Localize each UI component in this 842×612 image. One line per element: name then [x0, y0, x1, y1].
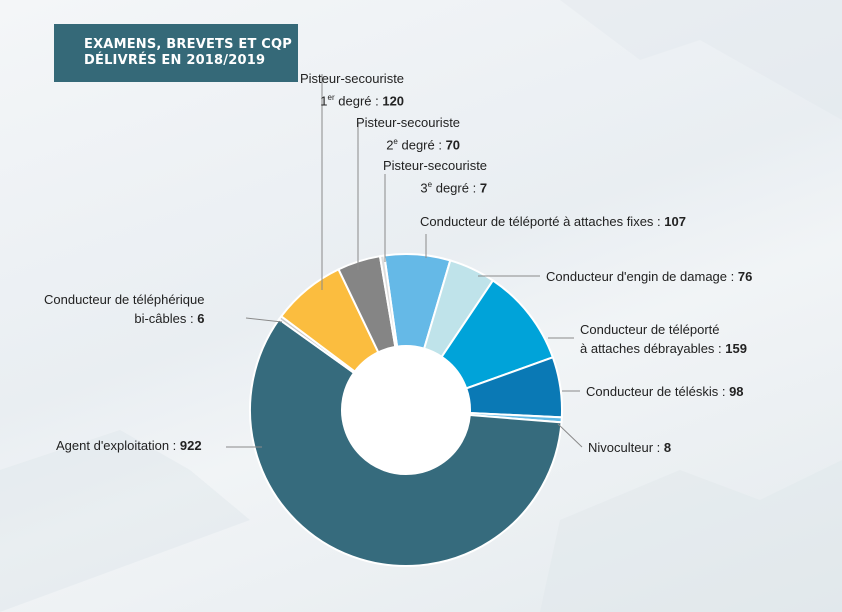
value-damage: 76	[737, 269, 753, 284]
donut-hole	[342, 346, 470, 474]
value-bicable: 6	[197, 311, 205, 326]
value-agent: 922	[179, 438, 202, 453]
label-damage: Conducteur d'engin de damage : 76	[546, 269, 753, 284]
title-line-1: EXAMENS, BREVETS ET CQP	[84, 37, 292, 52]
leader-nivo	[557, 423, 583, 448]
value-ps2: 70	[445, 137, 461, 153]
label-ps2: Pisteur-secouriste 2e degré : 70	[356, 115, 461, 153]
label-teleskis: Conducteur de téléskis : 98	[586, 384, 744, 399]
title-line-2: DÉLIVRÉS EN 2018/2019	[84, 53, 266, 68]
value-teleskis: 98	[729, 384, 744, 399]
label-bicable: Conducteur de téléphérique bi-câbles : 6	[44, 292, 205, 326]
value-debray: 159	[725, 341, 747, 356]
value-ps1: 120	[382, 93, 405, 109]
leader-bicable	[245, 317, 283, 323]
value-fixes: 107	[664, 214, 686, 229]
chart-title: EXAMENS, BREVETS ET CQP DÉLIVRÉS EN 2018…	[54, 24, 298, 82]
label-fixes: Conducteur de téléporté à attaches fixes…	[420, 214, 686, 229]
value-nivo: 8	[663, 440, 672, 455]
label-ps3: Pisteur-secouriste 3e degré : 7	[383, 158, 488, 196]
label-ps1: Pisteur-secouriste 1er degré : 120	[300, 71, 405, 109]
label-agent: Agent d'exploitation : 922	[56, 438, 202, 453]
value-ps3: 7	[479, 180, 488, 196]
label-nivo: Nivoculteur : 8	[588, 440, 672, 455]
label-debray: Conducteur de téléporté à attaches débra…	[580, 322, 747, 356]
